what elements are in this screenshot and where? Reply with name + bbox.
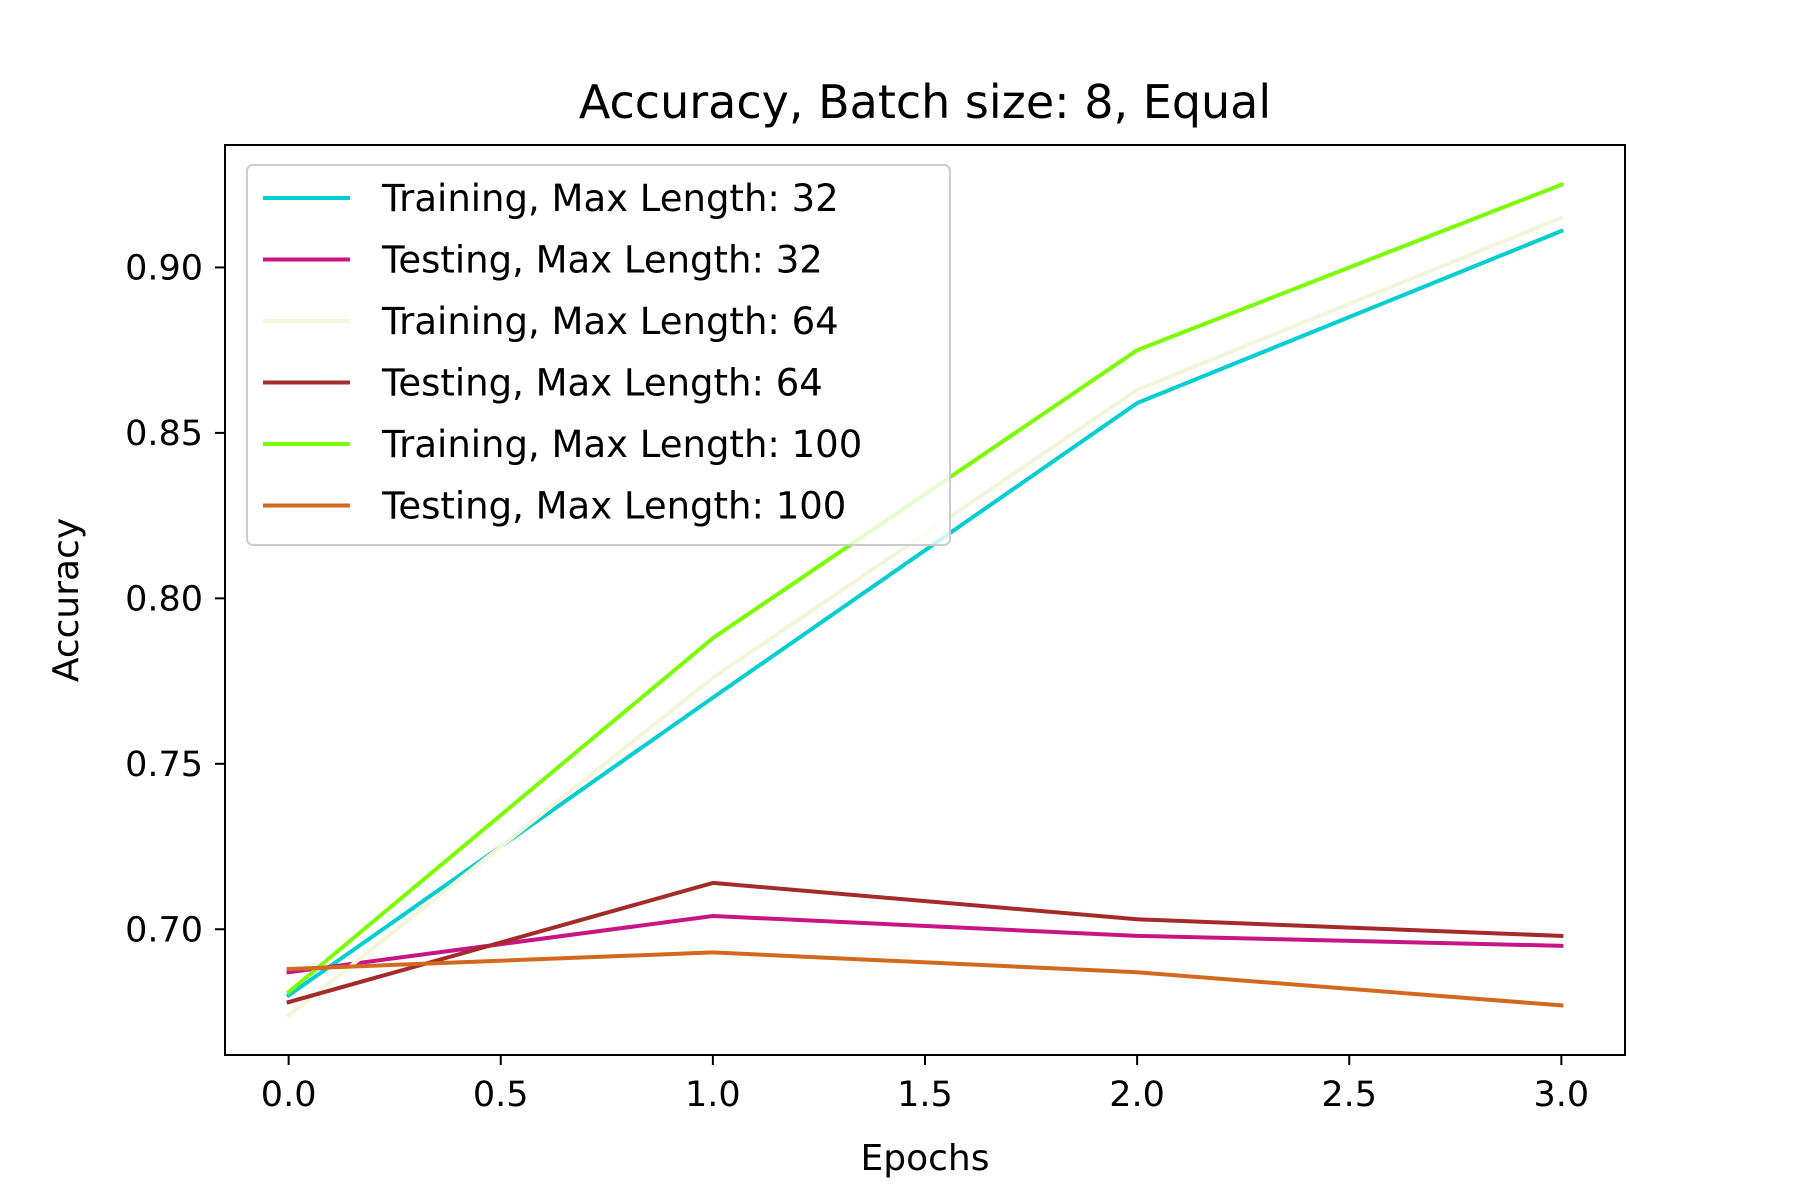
chart-title: Accuracy, Batch size: 8, Equal xyxy=(579,75,1271,129)
x-tick-label: 0.5 xyxy=(473,1075,529,1115)
y-tick-label: 0.85 xyxy=(125,414,203,454)
x-tick-label: 1.0 xyxy=(685,1075,741,1115)
series-line xyxy=(286,880,1564,1005)
legend-label: Training, Max Length: 64 xyxy=(381,300,839,343)
y-axis-ticks: 0.70 0.75 0.80 0.85 0.90 xyxy=(125,248,225,950)
series-line xyxy=(286,950,1564,1008)
legend-label: Testing, Max Length: 64 xyxy=(381,362,823,405)
legend-box xyxy=(246,164,951,546)
x-tick-label: 2.5 xyxy=(1321,1075,1377,1115)
y-tick-label: 0.90 xyxy=(125,248,203,288)
x-axis-ticks: 0.0 0.5 1.0 1.5 2.0 2.5 3.0 xyxy=(261,1055,1589,1115)
x-tick-label: 3.0 xyxy=(1534,1075,1590,1115)
legend-label: Training, Max Length: 100 xyxy=(381,423,862,466)
plot-frame xyxy=(224,144,1626,1056)
x-axis-label: Epochs xyxy=(861,1138,990,1179)
x-tick-label: 0.0 xyxy=(261,1075,317,1115)
legend-label: Testing, Max Length: 32 xyxy=(381,239,823,282)
y-tick-label: 0.80 xyxy=(125,579,203,619)
x-tick-label: 1.5 xyxy=(897,1075,953,1115)
legend-label: Training, Max Length: 32 xyxy=(381,177,839,220)
legend-label: Testing, Max Length: 100 xyxy=(381,485,846,528)
y-axis-label: Accuracy xyxy=(46,518,87,682)
x-tick-label: 2.0 xyxy=(1109,1075,1165,1115)
legend: Training, Max Length: 32 Testing, Max Len… xyxy=(246,164,951,546)
y-tick-label: 0.75 xyxy=(125,745,203,785)
y-tick-label: 0.70 xyxy=(125,910,203,950)
